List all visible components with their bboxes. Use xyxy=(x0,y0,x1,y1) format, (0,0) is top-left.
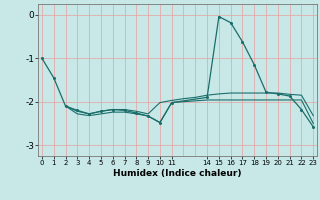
X-axis label: Humidex (Indice chaleur): Humidex (Indice chaleur) xyxy=(113,169,242,178)
